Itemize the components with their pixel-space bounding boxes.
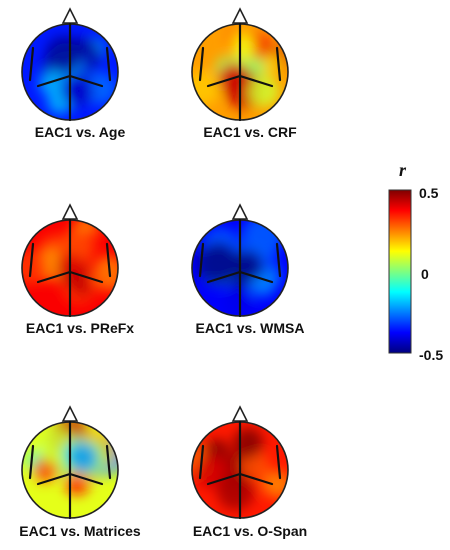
map-label-wmsa: EAC1 vs. WMSA [195, 320, 305, 336]
head-map-age [21, 7, 119, 122]
colorbar-title: r [399, 160, 407, 180]
map-label-crf: EAC1 vs. CRF [203, 124, 297, 140]
colorbar-tick-max: 0.5 [419, 185, 439, 201]
map-label-ospan: EAC1 vs. O-Span [192, 523, 308, 539]
colorbar-tick-zero: 0 [421, 266, 429, 282]
map-label-prefx: EAC1 vs. PReFx [25, 320, 135, 336]
head-map-matrices [21, 405, 119, 520]
head-map-crf [191, 7, 289, 122]
colorbar [388, 189, 412, 354]
colorbar-tick-min: -0.5 [419, 347, 444, 363]
head-map-wmsa [191, 203, 289, 318]
map-label-age: EAC1 vs. Age [34, 124, 126, 140]
head-map-ospan [191, 405, 289, 520]
head-map-prefx [21, 203, 119, 318]
map-label-matrices: EAC1 vs. Matrices [19, 523, 141, 539]
